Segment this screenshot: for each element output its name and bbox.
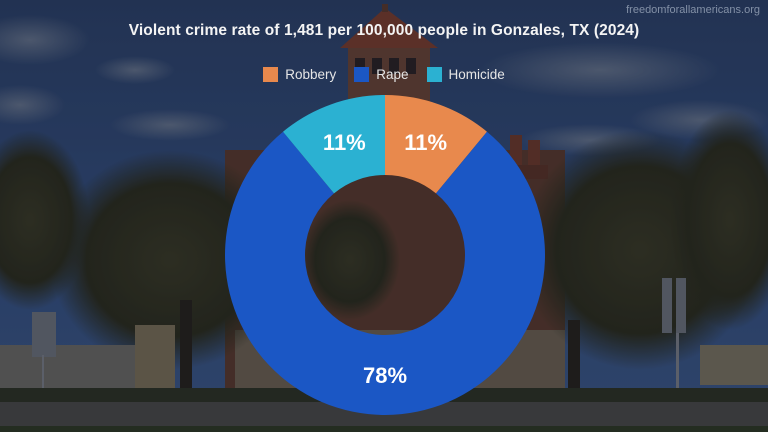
legend-label-robbery: Robbery xyxy=(285,67,337,82)
donut-slice-rape[interactable] xyxy=(225,131,545,415)
donut-slice-robbery[interactable] xyxy=(385,95,487,194)
legend-item-rape[interactable]: Rape xyxy=(354,67,409,82)
legend-swatch-rape xyxy=(354,67,370,82)
legend-label-rape: Rape xyxy=(376,67,409,82)
chart-legend: Robbery Rape Homicide xyxy=(0,67,768,82)
legend-swatch-homicide xyxy=(426,67,442,82)
donut-slice-homicide[interactable] xyxy=(283,95,385,194)
slice-label-rape: 78% xyxy=(363,363,407,388)
legend-label-homicide: Homicide xyxy=(448,67,505,82)
slice-label-robbery: 11% xyxy=(404,130,447,155)
donut-slices xyxy=(225,95,545,415)
legend-item-robbery[interactable]: Robbery xyxy=(263,67,336,82)
slice-label-homicide: 11% xyxy=(323,130,366,155)
chart-title: Violent crime rate of 1,481 per 100,000 … xyxy=(128,22,640,39)
donut-slice-labels: 11% 78% 11% xyxy=(323,130,447,388)
watermark: freedomforallamericans.org xyxy=(626,4,760,16)
legend-item-homicide[interactable]: Homicide xyxy=(426,67,505,82)
legend-swatch-robbery xyxy=(263,67,279,82)
